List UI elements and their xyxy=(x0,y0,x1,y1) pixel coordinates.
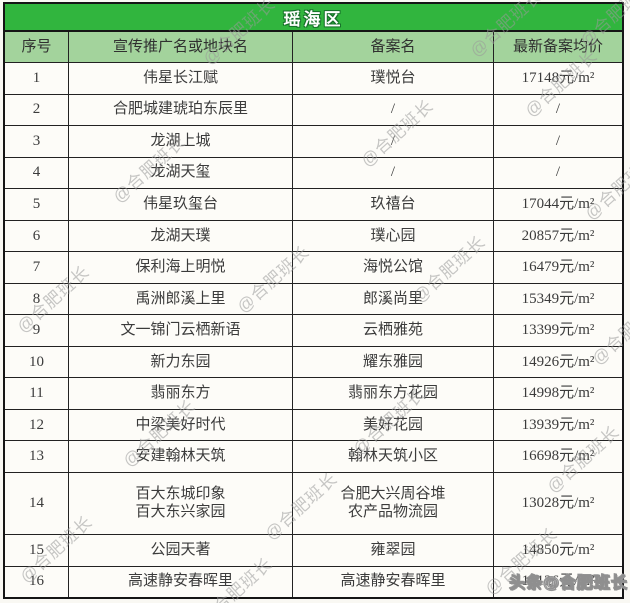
cell-price: / xyxy=(555,164,561,181)
table-row: 10 新力东园 耀东雅园 14926元/m² xyxy=(5,346,622,379)
cell-no: 9 xyxy=(5,315,69,346)
cell-price: / xyxy=(555,101,561,118)
cell-name: 龙湖上城 xyxy=(69,126,293,157)
cell-price: 17148元/m² xyxy=(521,69,595,86)
cell-no: 13 xyxy=(5,441,69,472)
table-row: 4 龙湖天玺 / / xyxy=(5,157,622,190)
cell-price: 13126元/m² xyxy=(521,573,595,590)
cell-price: 13028元/m² xyxy=(521,495,595,512)
cell-price: 13399元/m² xyxy=(521,322,595,339)
cell-no: 1 xyxy=(5,63,69,94)
cell-price: 15349元/m² xyxy=(521,290,595,307)
table-header-row: 序号 宣传推广名或地块名 备案名 最新备案均价 xyxy=(5,32,622,63)
cell-no: 15 xyxy=(5,534,69,566)
cell-price: 16479元/m² xyxy=(521,259,595,276)
cell-name: 合肥城建琥珀东辰里 xyxy=(69,94,293,126)
cell-filing: 耀东雅园 xyxy=(293,346,494,378)
cell-filing: / xyxy=(293,126,494,157)
table-row: 16 高速静安春晖里 高速静安春晖里 13126元/m² xyxy=(5,566,622,598)
cell-no: 16 xyxy=(5,566,69,598)
table-title: 瑶海区 xyxy=(5,4,622,32)
cell-name: 公园天著 xyxy=(69,534,293,566)
table-row: 9 文一锦门云栖新语 云栖雅苑 13399元/m² xyxy=(5,315,622,347)
header-cell-name: 宣传推广名或地块名 xyxy=(69,32,293,62)
cell-filing: 雍翠园 xyxy=(293,534,494,566)
table-row: 3 龙湖上城 / / xyxy=(5,126,622,158)
cell-filing: 翰林天筑小区 xyxy=(293,441,494,472)
cell-price: / xyxy=(555,132,561,149)
cell-price: 17044元/m² xyxy=(521,196,595,213)
cell-name: 翡丽东方 xyxy=(69,378,293,409)
table-row: 6 龙湖天璞 璞心园 20857元/m² xyxy=(5,220,622,253)
cell-name: 中梁美好时代 xyxy=(69,409,293,441)
cell-filing: 美好花园 xyxy=(293,409,494,441)
cell-name: 高速静安春晖里 xyxy=(69,566,293,598)
cell-price: 14998元/m² xyxy=(521,385,595,402)
cell-name: 龙湖天璞 xyxy=(69,220,293,252)
cell-no: 2 xyxy=(5,94,69,126)
price-table: 瑶海区 序号 宣传推广名或地块名 备案名 最新备案均价 1 伟星长江赋 璞悦台 171… xyxy=(3,2,624,599)
cell-filing: 翡丽东方花园 xyxy=(293,378,494,409)
cell-no: 4 xyxy=(5,157,69,189)
cell-filing: 合肥大兴周谷堆 农产品物流园 xyxy=(293,472,494,534)
table-row: 5 伟星玖玺台 玖禧台 17044元/m² xyxy=(5,189,622,221)
table-row: 14 百大东城印象 百大东兴家园 合肥大兴周谷堆 农产品物流园 13028元/m² xyxy=(5,472,622,535)
cell-name: 文一锦门云栖新语 xyxy=(69,315,293,346)
cell-filing: / xyxy=(293,94,494,126)
cell-filing: 高速静安春晖里 xyxy=(293,566,494,598)
cell-no: 12 xyxy=(5,409,69,441)
cell-name: 保利海上明悦 xyxy=(69,252,293,283)
header-cell-filing: 备案名 xyxy=(293,32,494,62)
table-row: 1 伟星长江赋 璞悦台 17148元/m² xyxy=(5,63,622,95)
cell-no: 5 xyxy=(5,189,69,220)
table-row: 8 禹洲郎溪上里 郎溪尚里 15349元/m² xyxy=(5,283,622,316)
cell-name: 新力东园 xyxy=(69,346,293,378)
header-cell-price: 最新备案均价 xyxy=(512,38,603,55)
cell-filing: 璞心园 xyxy=(293,220,494,252)
cell-price: 14850元/m² xyxy=(521,541,595,558)
table-row: 7 保利海上明悦 海悦公馆 16479元/m² xyxy=(5,252,622,284)
cell-price: 16698元/m² xyxy=(521,448,595,465)
cell-name: 百大东城印象 百大东兴家园 xyxy=(69,472,293,534)
header-cell-no: 序号 xyxy=(5,32,69,62)
cell-no: 3 xyxy=(5,126,69,157)
cell-price: 13939元/m² xyxy=(521,416,595,433)
cell-filing: 玖禧台 xyxy=(293,189,494,220)
cell-filing: / xyxy=(293,157,494,189)
cell-filing: 海悦公馆 xyxy=(293,252,494,283)
table-row: 2 合肥城建琥珀东辰里 / / xyxy=(5,94,622,127)
toutiao-watermark-stamp: 头条@合肥班长 xyxy=(509,575,628,593)
cell-name: 伟星长江赋 xyxy=(69,63,293,94)
cell-no: 11 xyxy=(5,378,69,409)
cell-no: 10 xyxy=(5,346,69,378)
cell-no: 8 xyxy=(5,283,69,315)
table-row: 12 中梁美好时代 美好花园 13939元/m² xyxy=(5,409,622,442)
cell-no: 14 xyxy=(5,472,69,534)
table-row: 11 翡丽东方 翡丽东方花园 14998元/m² xyxy=(5,378,622,410)
cell-filing: 云栖雅苑 xyxy=(293,315,494,346)
cell-price: 14926元/m² xyxy=(521,353,595,370)
cell-filing: 郎溪尚里 xyxy=(293,283,494,315)
table-row: 13 安建翰林天筑 翰林天筑小区 16698元/m² xyxy=(5,441,622,473)
cell-name: 禹洲郎溪上里 xyxy=(69,283,293,315)
cell-name: 龙湖天玺 xyxy=(69,157,293,189)
cell-name: 伟星玖玺台 xyxy=(69,189,293,220)
cell-price: 20857元/m² xyxy=(521,227,595,244)
cell-name: 安建翰林天筑 xyxy=(69,441,293,472)
table-row: 15 公园天著 雍翠园 14850元/m² xyxy=(5,534,622,567)
cell-no: 6 xyxy=(5,220,69,252)
cell-no: 7 xyxy=(5,252,69,283)
cell-filing: 璞悦台 xyxy=(293,63,494,94)
table-body: 1 伟星长江赋 璞悦台 17148元/m² 2 合肥城建琥珀东辰里 //3 龙湖上城 //4 龙湖… xyxy=(5,63,622,598)
